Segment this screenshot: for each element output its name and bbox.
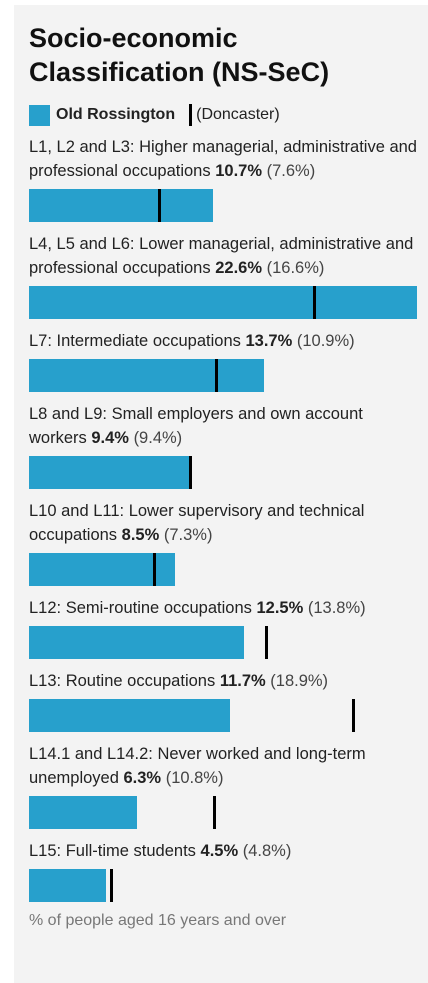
- category-label: L13: Routine occupations: [29, 672, 216, 690]
- legend-label: (Doncaster): [196, 106, 280, 123]
- legend-swatch: [29, 104, 50, 126]
- row-label: L12: Semi-routine occupations 12.5% (13.…: [29, 596, 419, 620]
- category-label: L14.1 and L14.2: Never worked and long-t…: [29, 745, 366, 787]
- bar-track: [29, 553, 417, 586]
- row: L1, L2 and L3: Higher managerial, admini…: [29, 135, 419, 222]
- value-label: 13.7%: [245, 332, 293, 350]
- value-label: 6.3%: [123, 769, 162, 787]
- bar-track: [29, 286, 417, 319]
- row: L8 and L9: Small employers and own accou…: [29, 402, 419, 489]
- category-label: L1, L2 and L3: Higher managerial, admini…: [29, 138, 417, 180]
- bar-track: [29, 359, 417, 392]
- bar-track: [29, 456, 417, 489]
- comparison-marker: [264, 626, 268, 659]
- rows: L1, L2 and L3: Higher managerial, admini…: [29, 135, 419, 902]
- comparison-label: (10.9%): [296, 332, 355, 350]
- bar: [29, 553, 175, 586]
- comparison-label: (10.8%): [165, 769, 224, 787]
- legend-marker: [189, 104, 193, 126]
- comparison-label: (18.9%): [270, 672, 329, 690]
- category-label: L4, L5 and L6: Lower managerial, adminis…: [29, 235, 414, 277]
- category-label: L10 and L11: Lower supervisory and techn…: [29, 502, 365, 544]
- bar: [29, 626, 244, 659]
- bar-track: [29, 869, 417, 902]
- bar-track: [29, 796, 417, 829]
- comparison-marker: [215, 359, 219, 392]
- value-label: 10.7%: [215, 162, 263, 180]
- chart: Socio-economic Classification (NS-SeC) O…: [29, 21, 419, 930]
- bar: [29, 796, 138, 829]
- panel: Socio-economic Classification (NS-SeC) O…: [14, 5, 428, 983]
- bar: [29, 869, 107, 902]
- row: L15: Full-time students 4.5% (4.8%): [29, 839, 419, 902]
- footnote: % of people aged 16 years and over: [29, 912, 287, 929]
- bar: [29, 359, 265, 392]
- bar-track: [29, 626, 417, 659]
- row-label: L10 and L11: Lower supervisory and techn…: [29, 499, 419, 547]
- comparison-marker: [153, 553, 157, 586]
- legend: Old Rossington (Doncaster): [29, 103, 419, 127]
- comparison-label: (4.8%): [242, 842, 292, 860]
- row-label: L4, L5 and L6: Lower managerial, adminis…: [29, 232, 419, 280]
- row: L10 and L11: Lower supervisory and techn…: [29, 499, 419, 586]
- row: L14.1 and L14.2: Never worked and long-t…: [29, 742, 419, 829]
- row-label: L7: Intermediate occupations 13.7% (10.9…: [29, 329, 419, 353]
- value-label: 22.6%: [215, 259, 263, 277]
- comparison-label: (16.6%): [266, 259, 325, 277]
- row: L7: Intermediate occupations 13.7% (10.9…: [29, 329, 419, 392]
- category-label: L15: Full-time students: [29, 842, 196, 860]
- bar-track: [29, 699, 417, 732]
- category-label: L7: Intermediate occupations: [29, 332, 241, 350]
- comparison-marker: [213, 796, 217, 829]
- comparison-label: (13.8%): [307, 599, 366, 617]
- row: L4, L5 and L6: Lower managerial, adminis…: [29, 232, 419, 319]
- category-label: L12: Semi-routine occupations: [29, 599, 252, 617]
- category-label: L8 and L9: Small employers and own accou…: [29, 405, 363, 447]
- comparison-marker: [352, 699, 356, 732]
- value-label: 8.5%: [121, 526, 160, 544]
- row-label: L8 and L9: Small employers and own accou…: [29, 402, 419, 450]
- chart-title: Socio-economic Classification (NS-SeC): [29, 23, 330, 87]
- legend-label: Old Rossington: [56, 106, 176, 123]
- bar: [29, 189, 213, 222]
- row-label: L1, L2 and L3: Higher managerial, admini…: [29, 135, 419, 183]
- comparison-label: (7.3%): [163, 526, 213, 544]
- value-label: 11.7%: [219, 672, 266, 690]
- row: L13: Routine occupations 11.7% (18.9%): [29, 669, 419, 732]
- value-label: 12.5%: [256, 599, 304, 617]
- bar: [29, 699, 230, 732]
- bar-track: [29, 189, 417, 222]
- row: L12: Semi-routine occupations 12.5% (13.…: [29, 596, 419, 659]
- value-label: 4.5%: [200, 842, 239, 860]
- comparison-marker: [312, 286, 316, 319]
- comparison-label: (7.6%): [266, 162, 316, 180]
- value-label: 9.4%: [91, 429, 129, 447]
- comparison-label: (9.4%): [133, 429, 183, 447]
- row-label: L14.1 and L14.2: Never worked and long-t…: [29, 742, 419, 790]
- comparison-marker: [158, 189, 162, 222]
- row-label: L15: Full-time students 4.5% (4.8%): [29, 839, 419, 863]
- row-label: L13: Routine occupations 11.7% (18.9%): [29, 669, 419, 693]
- bar: [29, 286, 417, 319]
- comparison-marker: [189, 456, 193, 489]
- bar: [29, 456, 191, 489]
- comparison-marker: [110, 869, 114, 902]
